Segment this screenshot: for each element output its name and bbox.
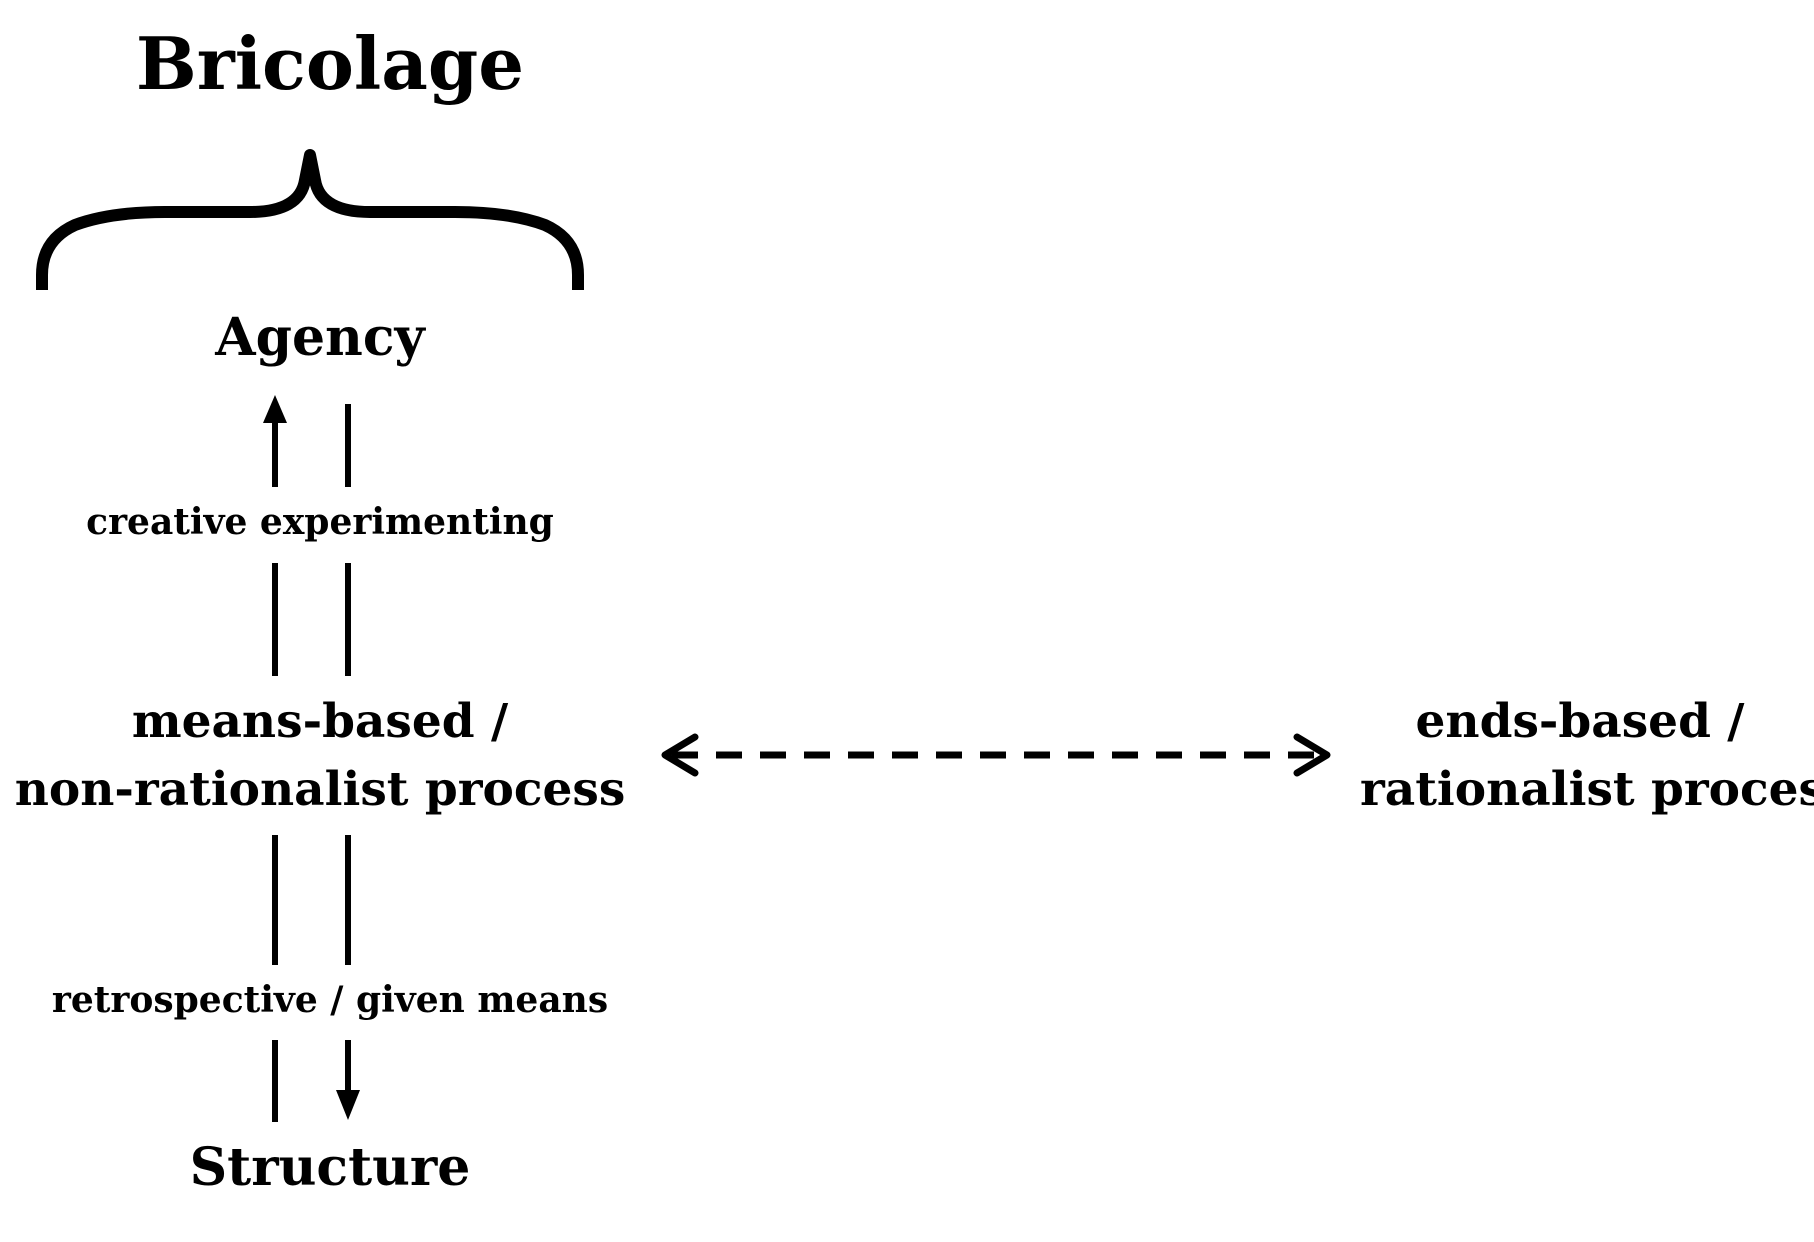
diagram-title: Bricolage bbox=[135, 21, 525, 106]
node-agency: Agency bbox=[215, 307, 425, 368]
upper-left-arrowhead bbox=[263, 395, 287, 423]
lower-right-arrowhead bbox=[336, 1090, 360, 1120]
node-means-based-line1: means-based / bbox=[131, 694, 509, 749]
node-means-based-line2: non-rationalist process bbox=[14, 762, 626, 817]
dashed-connector-left-head bbox=[661, 733, 699, 777]
edge-label-creative-experimenting: creative experimenting bbox=[86, 501, 554, 543]
dashed-connector-right-head bbox=[1293, 733, 1331, 777]
node-ends-based-line1: ends-based / bbox=[1415, 694, 1745, 749]
curly-brace bbox=[36, 149, 584, 290]
edge-label-retrospective-given-means: retrospective / given means bbox=[51, 979, 609, 1021]
node-ends-based-line2: rationalist process bbox=[1360, 762, 1814, 817]
node-structure: Structure bbox=[189, 1137, 471, 1198]
